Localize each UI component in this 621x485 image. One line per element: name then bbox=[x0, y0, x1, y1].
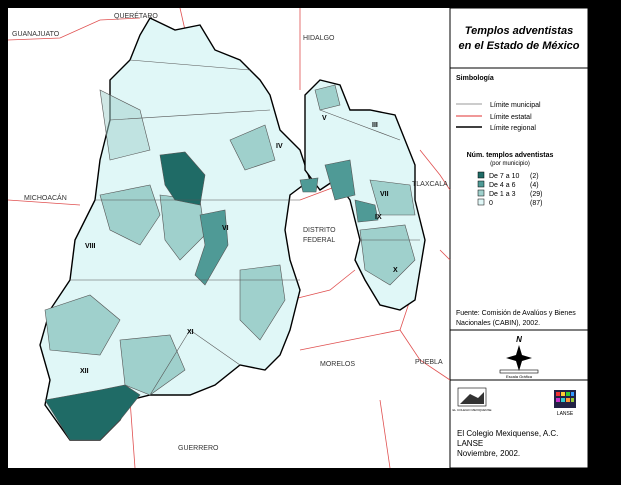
footer-line: El Colegio Mexiquense, A.C. bbox=[457, 429, 558, 438]
legend-title: Núm. templos adventistas bbox=[467, 152, 554, 159]
legend-swatch bbox=[477, 180, 485, 188]
scale-bar bbox=[499, 369, 539, 374]
region-label: XII bbox=[80, 368, 89, 375]
source: Fuente: Comisión de Avalúos y Bienes bbox=[456, 310, 576, 317]
neighbor-label: GUANAJUATO bbox=[12, 31, 60, 38]
legend-count: (4) bbox=[530, 182, 539, 189]
neighbor-label: MORELOS bbox=[320, 361, 355, 368]
footer-line: Noviembre, 2002. bbox=[457, 449, 520, 458]
legend-label: 0 bbox=[489, 200, 493, 207]
legend-swatch bbox=[477, 171, 485, 179]
legend-subtitle: (por municipio) bbox=[490, 161, 530, 167]
legend-count: (2) bbox=[530, 173, 539, 180]
region-label: X bbox=[393, 267, 398, 274]
logo-caption: LANSE bbox=[557, 411, 574, 417]
region-label: VII bbox=[380, 191, 389, 198]
state-borders bbox=[7, 7, 451, 469]
neighbor-label: FEDERAL bbox=[303, 237, 335, 244]
compass-rose bbox=[506, 345, 532, 371]
legend-swatch bbox=[477, 189, 485, 197]
neighbor-label: DISTRITO bbox=[303, 227, 336, 234]
compass-label: N bbox=[516, 335, 522, 344]
title: en el Estado de México bbox=[458, 40, 579, 52]
legend-label: De 7 a 10 bbox=[489, 173, 519, 180]
logo-caption: EL COLEGIO MEXIQUENSE bbox=[453, 408, 492, 412]
source: Nacionales (CABIN), 2002. bbox=[456, 320, 540, 327]
symbology-item: Límite regional bbox=[490, 125, 536, 132]
legend-swatch bbox=[477, 198, 485, 206]
scale-label: Escala Gráfica bbox=[506, 374, 533, 379]
neighbor-label: MICHOACÁN bbox=[24, 193, 67, 202]
region-label: VIII bbox=[85, 243, 96, 250]
legend-count: (29) bbox=[530, 191, 542, 198]
region-label: IX bbox=[375, 214, 382, 221]
region-label: IV bbox=[276, 143, 283, 150]
legend-label: De 4 a 6 bbox=[489, 182, 516, 189]
symbology-item: Límite estatal bbox=[490, 114, 532, 121]
neighbor-label: QUERÉTARO bbox=[114, 11, 158, 20]
footer-line: LANSE bbox=[457, 439, 483, 448]
legend-label: De 1 a 3 bbox=[489, 191, 516, 198]
neighbor-label: HIDALGO bbox=[303, 35, 335, 42]
legend-count: (87) bbox=[530, 200, 542, 207]
logo-lanse bbox=[554, 390, 576, 408]
region-label: V bbox=[322, 115, 327, 122]
logo-art bbox=[460, 392, 484, 404]
municipalities bbox=[44, 59, 420, 441]
region-label: XI bbox=[187, 329, 194, 336]
symbology-title: Simbología bbox=[456, 75, 494, 82]
neighbor-label: TLAXCALA bbox=[412, 181, 448, 188]
neighbor-label: GUERRERO bbox=[178, 445, 219, 452]
symbology-item: Límite municipal bbox=[490, 102, 541, 109]
neighbor-label: PUEBLA bbox=[415, 359, 443, 366]
region-label: VI bbox=[222, 225, 229, 232]
region-label: III bbox=[372, 122, 378, 129]
title: Templos adventistas bbox=[465, 25, 573, 37]
legend: De 7 a 10 (2) De 4 a 6 (4) De 1 a 3 (29) 0 (87) bbox=[477, 171, 542, 207]
